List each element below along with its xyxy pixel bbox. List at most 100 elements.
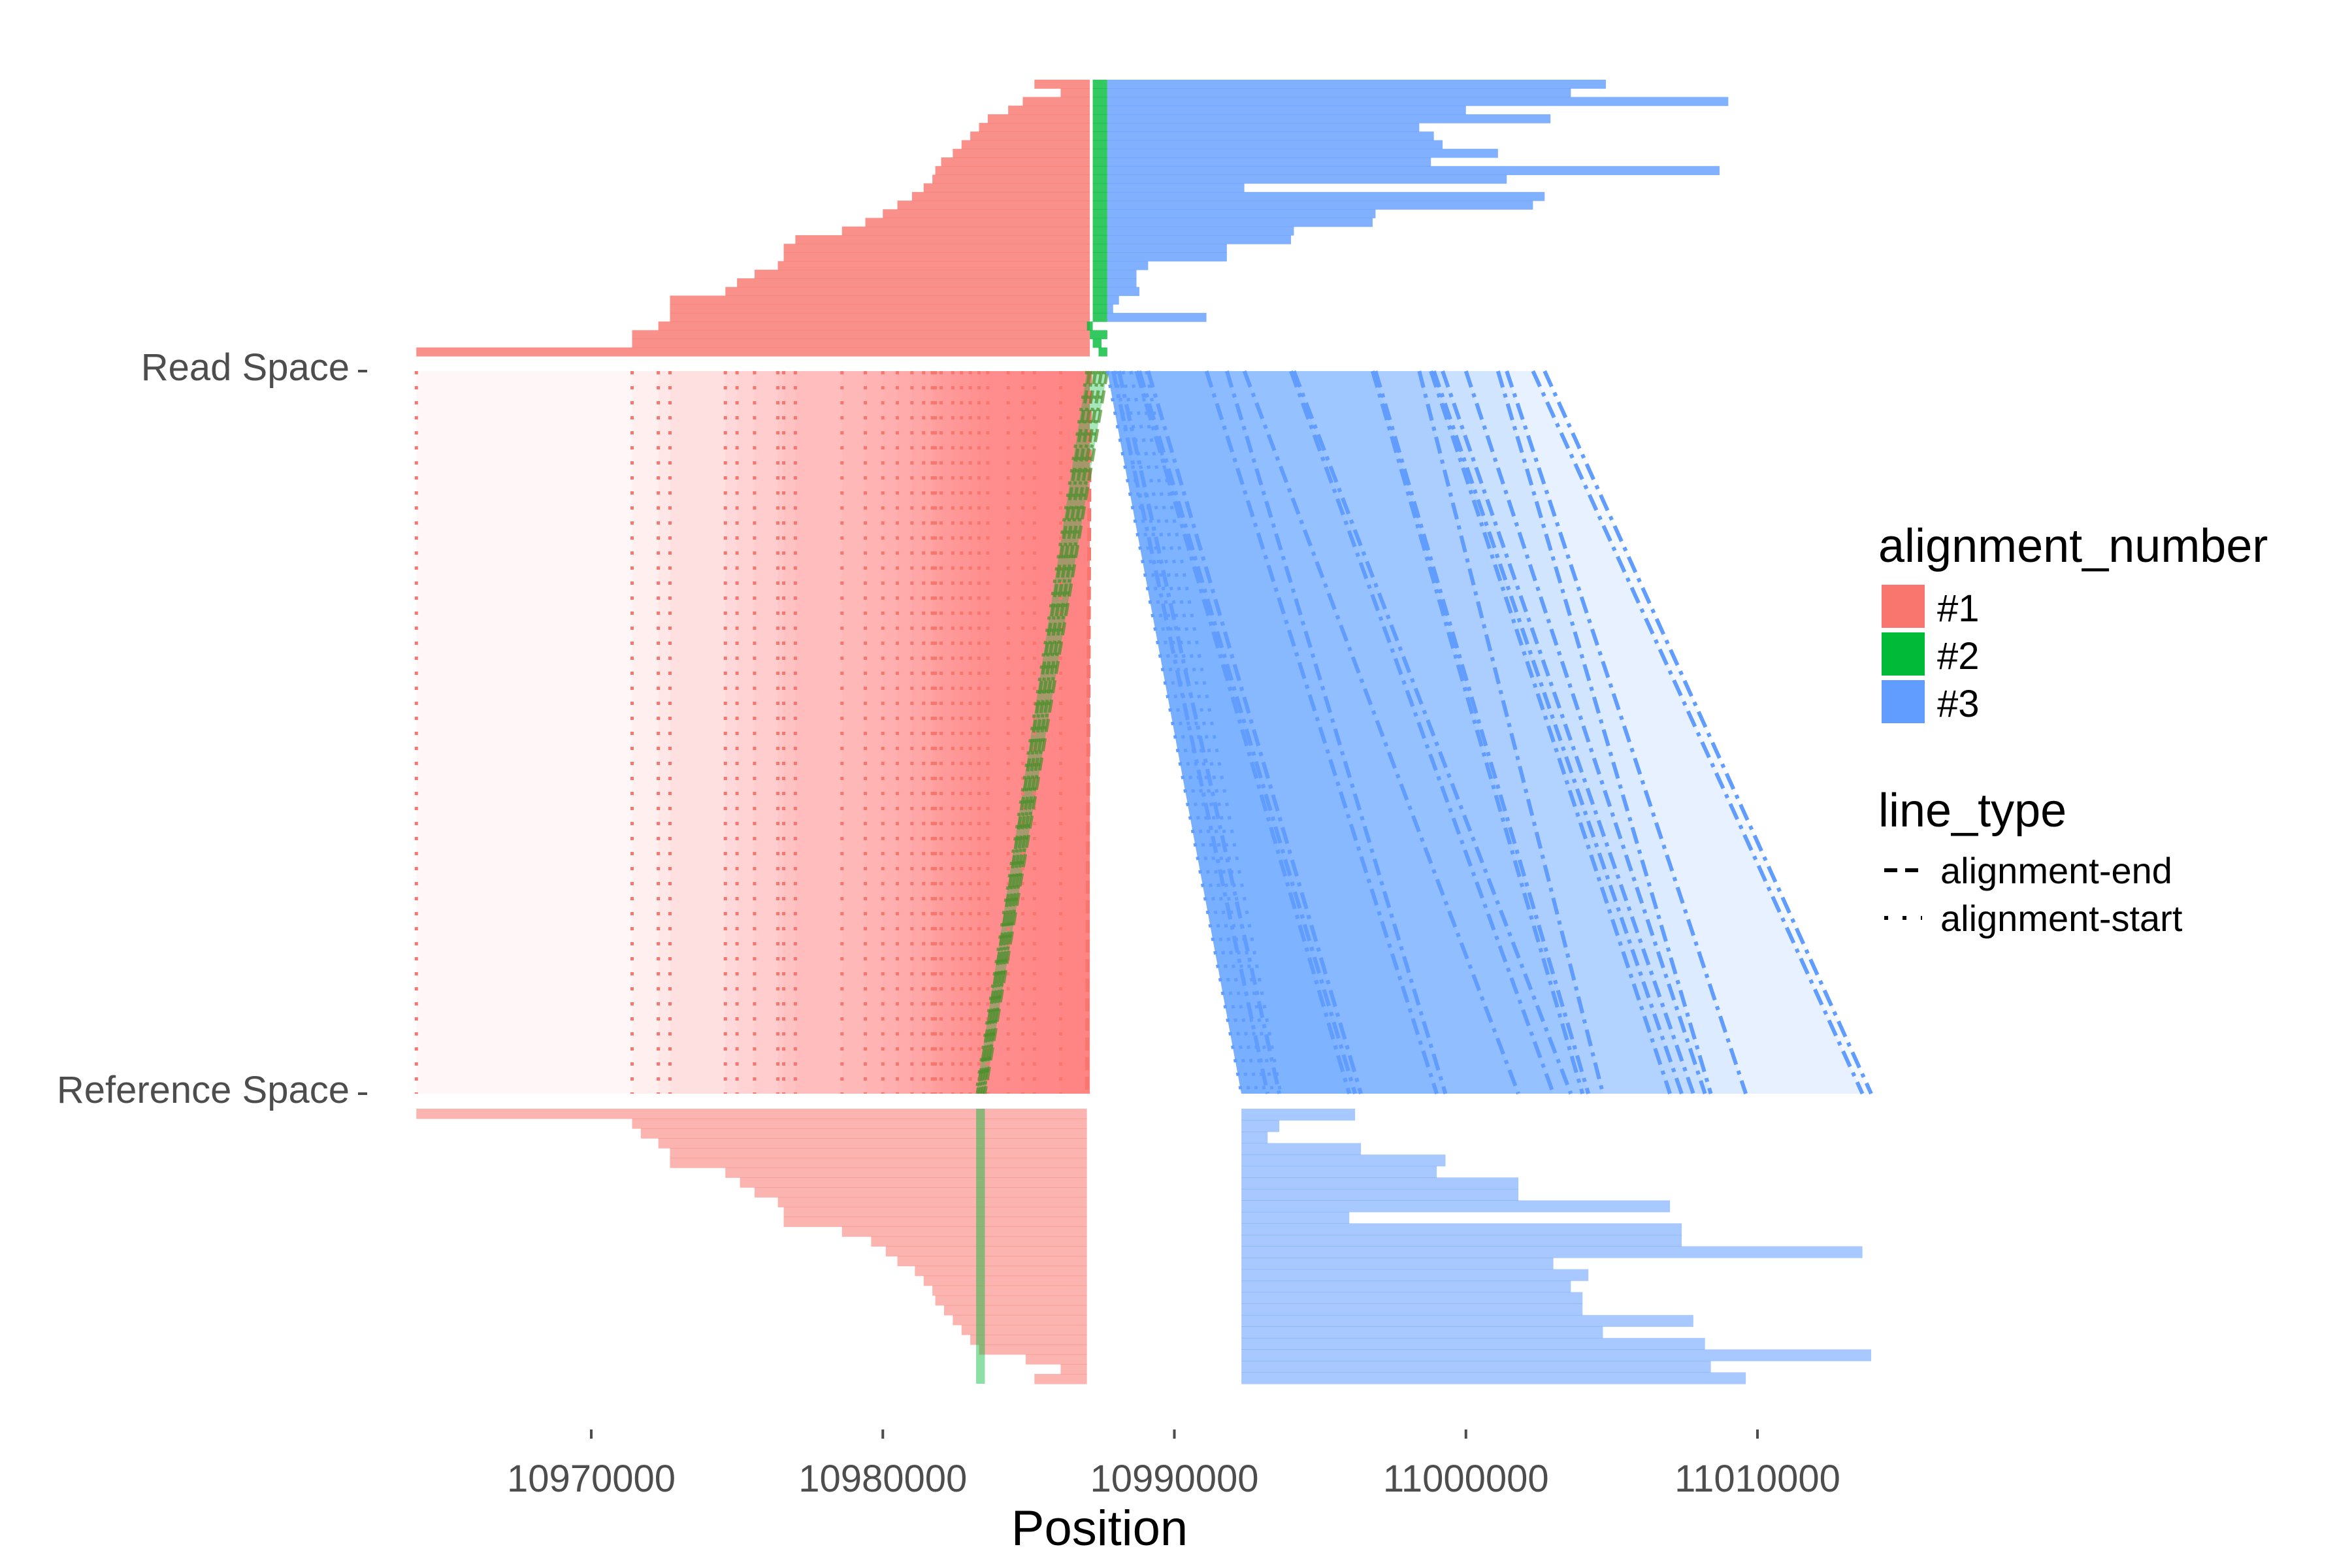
read-bar-1 <box>754 269 1090 279</box>
reference-bar-3 <box>1241 1143 1362 1155</box>
x-tick-label: 11010000 <box>1674 1458 1840 1500</box>
line-3-end <box>1417 370 1605 1094</box>
ribbon-3 <box>1107 371 1350 1094</box>
reference-bar-3 <box>1241 1326 1603 1339</box>
read-bar-2 <box>1098 347 1107 357</box>
reference-bar-1 <box>953 1315 1087 1326</box>
read-bar-2 <box>1092 209 1107 219</box>
read-bar-2 <box>1092 244 1107 253</box>
line-3-end <box>1441 370 1695 1094</box>
read-bar-1 <box>970 131 1090 141</box>
legend-title-alignment-number: alignment_number <box>1878 520 2268 572</box>
read-bar-2 <box>1092 157 1107 167</box>
read-bar-1 <box>1008 105 1090 115</box>
line-3-end <box>1373 370 1591 1094</box>
read-bar-2 <box>1092 183 1107 193</box>
x-tick-label: 10990000 <box>1090 1458 1258 1500</box>
reference-bar-1 <box>923 1275 1087 1286</box>
read-bar-2 <box>1092 235 1107 244</box>
reference-bar-2 <box>976 1109 985 1384</box>
reference-bar-3 <box>1241 1154 1446 1167</box>
reference-bar-3 <box>1241 1349 1872 1362</box>
line-3-end <box>1495 370 1713 1094</box>
read-bar-3 <box>1107 287 1139 297</box>
read-bar-3 <box>1107 105 1466 115</box>
line-3-end <box>1543 370 1873 1095</box>
line-1-end <box>1085 370 1092 1094</box>
read-bar-2 <box>1092 123 1107 132</box>
reference-bar-3 <box>1241 1132 1268 1144</box>
ribbon-3 <box>1107 371 1437 1094</box>
read-bar-3 <box>1107 80 1606 89</box>
legend-title-line-type: line_type <box>1878 785 2066 837</box>
read-bar-1 <box>670 304 1090 314</box>
x-axis-label: Position <box>1011 1501 1188 1556</box>
reference-bar-1 <box>783 1207 1087 1217</box>
ribbon-1 <box>632 371 1090 1094</box>
read-bar-2 <box>1092 338 1102 348</box>
reference-space-gap <box>418 1102 1803 1108</box>
read-bar-1 <box>897 201 1090 210</box>
legend-key-3 <box>1882 680 1925 723</box>
read-bar-2 <box>1092 295 1107 305</box>
read-bar-1 <box>632 330 1090 340</box>
read-bar-2 <box>1086 321 1093 331</box>
reference-bar-1 <box>740 1177 1087 1188</box>
read-bar-1 <box>923 183 1090 193</box>
reference-bar-1 <box>632 1119 1087 1129</box>
read-bar-3 <box>1107 174 1507 184</box>
read-bar-1 <box>416 347 1090 357</box>
reference-bar-1 <box>640 1128 1087 1139</box>
read-bar-2 <box>1092 148 1107 158</box>
read-bar-1 <box>961 140 1090 150</box>
reference-bar-3 <box>1241 1234 1682 1247</box>
line-3-end <box>1242 370 1520 1095</box>
line-2-end <box>983 370 1109 1094</box>
reference-bar-1 <box>783 1217 1087 1228</box>
reference-bar-1 <box>915 1266 1087 1277</box>
line-3-end <box>1137 370 1358 1094</box>
reference-bar-3 <box>1241 1269 1589 1281</box>
read-bar-3 <box>1107 304 1113 314</box>
line-3-end <box>1134 370 1352 1094</box>
legend-label-alignment-end: alignment-end <box>1940 850 2172 891</box>
read-bar-2 <box>1090 330 1107 340</box>
read-bar-2 <box>1092 261 1107 270</box>
read-bar-3 <box>1107 97 1729 106</box>
reference-bar-3 <box>1241 1200 1671 1213</box>
reference-bar-3 <box>1241 1360 1711 1373</box>
read-bar-2 <box>1092 80 1107 89</box>
read-bar-1 <box>979 123 1090 132</box>
read-bar-2 <box>1092 166 1107 176</box>
reference-bar-1 <box>670 1148 1087 1158</box>
read-bar-1 <box>1060 88 1090 98</box>
read-bar-1 <box>941 157 1090 167</box>
read-bar-3 <box>1107 191 1545 201</box>
line-3-end <box>1431 370 1684 1094</box>
reference-bar-3 <box>1241 1223 1682 1235</box>
read-bar-3 <box>1107 157 1431 167</box>
read-space-bars <box>416 80 1729 357</box>
read-bar-2 <box>1092 226 1107 236</box>
reference-bar-1 <box>416 1109 1087 1119</box>
read-bar-1 <box>783 252 1090 262</box>
ribbon-3 <box>1107 371 1682 1094</box>
read-bar-1 <box>865 218 1090 227</box>
x-ticks: 10970000 10980000 10990000 11000000 11010000 <box>507 1429 1840 1500</box>
reference-bar-1 <box>1060 1364 1087 1375</box>
reference-bar-1 <box>1025 1354 1087 1365</box>
ribbon-1 <box>670 371 1090 1094</box>
reference-bar-1 <box>777 1197 1087 1207</box>
ribbon-3 <box>1107 371 1519 1094</box>
read-bar-1 <box>725 287 1090 297</box>
legend-label-1: #1 <box>1937 587 1980 630</box>
x-tick-label: 10980000 <box>798 1458 967 1500</box>
reference-bar-3 <box>1241 1177 1519 1190</box>
legend-label-alignment-start: alignment-start <box>1940 898 2183 939</box>
reference-bar-3 <box>1241 1246 1863 1258</box>
legend: alignment_number #1 #2 #3 line_type alig… <box>1878 520 2268 939</box>
reference-bar-1 <box>970 1334 1087 1345</box>
read-bar-1 <box>883 209 1090 219</box>
reference-bar-1 <box>670 1158 1087 1168</box>
